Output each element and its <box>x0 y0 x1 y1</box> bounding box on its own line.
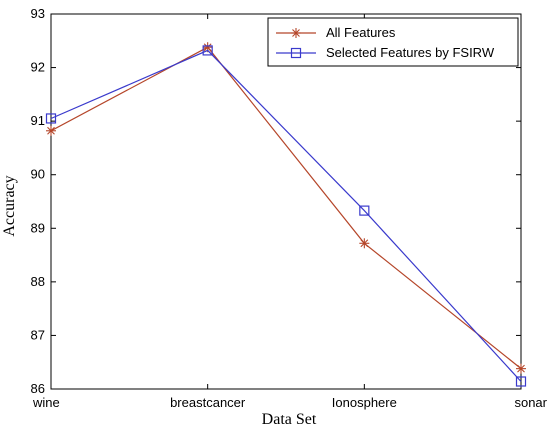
legend-box <box>267 17 519 67</box>
y-tick-label: 92 <box>31 60 45 75</box>
legend-swatch-marker <box>291 28 301 38</box>
plot-frame <box>50 13 522 390</box>
data-point <box>515 376 527 387</box>
data-point <box>46 125 56 136</box>
x-tick-label: sonar <box>514 395 547 410</box>
data-point <box>202 42 213 53</box>
y-tick-label: 93 <box>31 6 45 21</box>
y-tick-label: 88 <box>31 274 45 289</box>
series-layer <box>45 42 527 387</box>
y-tick-label: 91 <box>31 113 45 128</box>
axes: 86 87 88 89 90 91 92 93 wine breastcancer Ionosphe… <box>31 6 548 410</box>
series-line <box>50 46 522 370</box>
y-tick-label: 86 <box>31 381 45 396</box>
data-point <box>516 363 526 374</box>
y-tick-label: 90 <box>31 167 45 182</box>
y-tick-label: 87 <box>31 327 45 342</box>
series-line <box>50 49 522 382</box>
data-point <box>359 238 370 249</box>
asterisk-stroke <box>517 364 525 373</box>
asterisk-stroke <box>292 29 300 37</box>
asterisk-stroke <box>360 239 369 248</box>
data-point <box>202 45 213 56</box>
data-point <box>359 205 370 216</box>
x-tick-label: wine <box>32 395 60 410</box>
x-axis-title: Data Set <box>262 411 317 428</box>
asterisk-stroke <box>47 126 55 135</box>
asterisk-stroke <box>203 43 212 52</box>
x-tick-label: Ionosphere <box>332 395 397 410</box>
y-tick-label: 89 <box>31 220 45 235</box>
legend-label: All Features <box>326 25 396 40</box>
legend-swatch-marker <box>290 47 302 59</box>
legend: All Features Selected Features by FSIRW <box>267 17 519 67</box>
data-point <box>45 113 57 124</box>
y-axis-title: Accuracy <box>1 175 18 236</box>
x-tick-label: breastcancer <box>170 395 246 410</box>
legend-label: Selected Features by FSIRW <box>326 45 495 60</box>
